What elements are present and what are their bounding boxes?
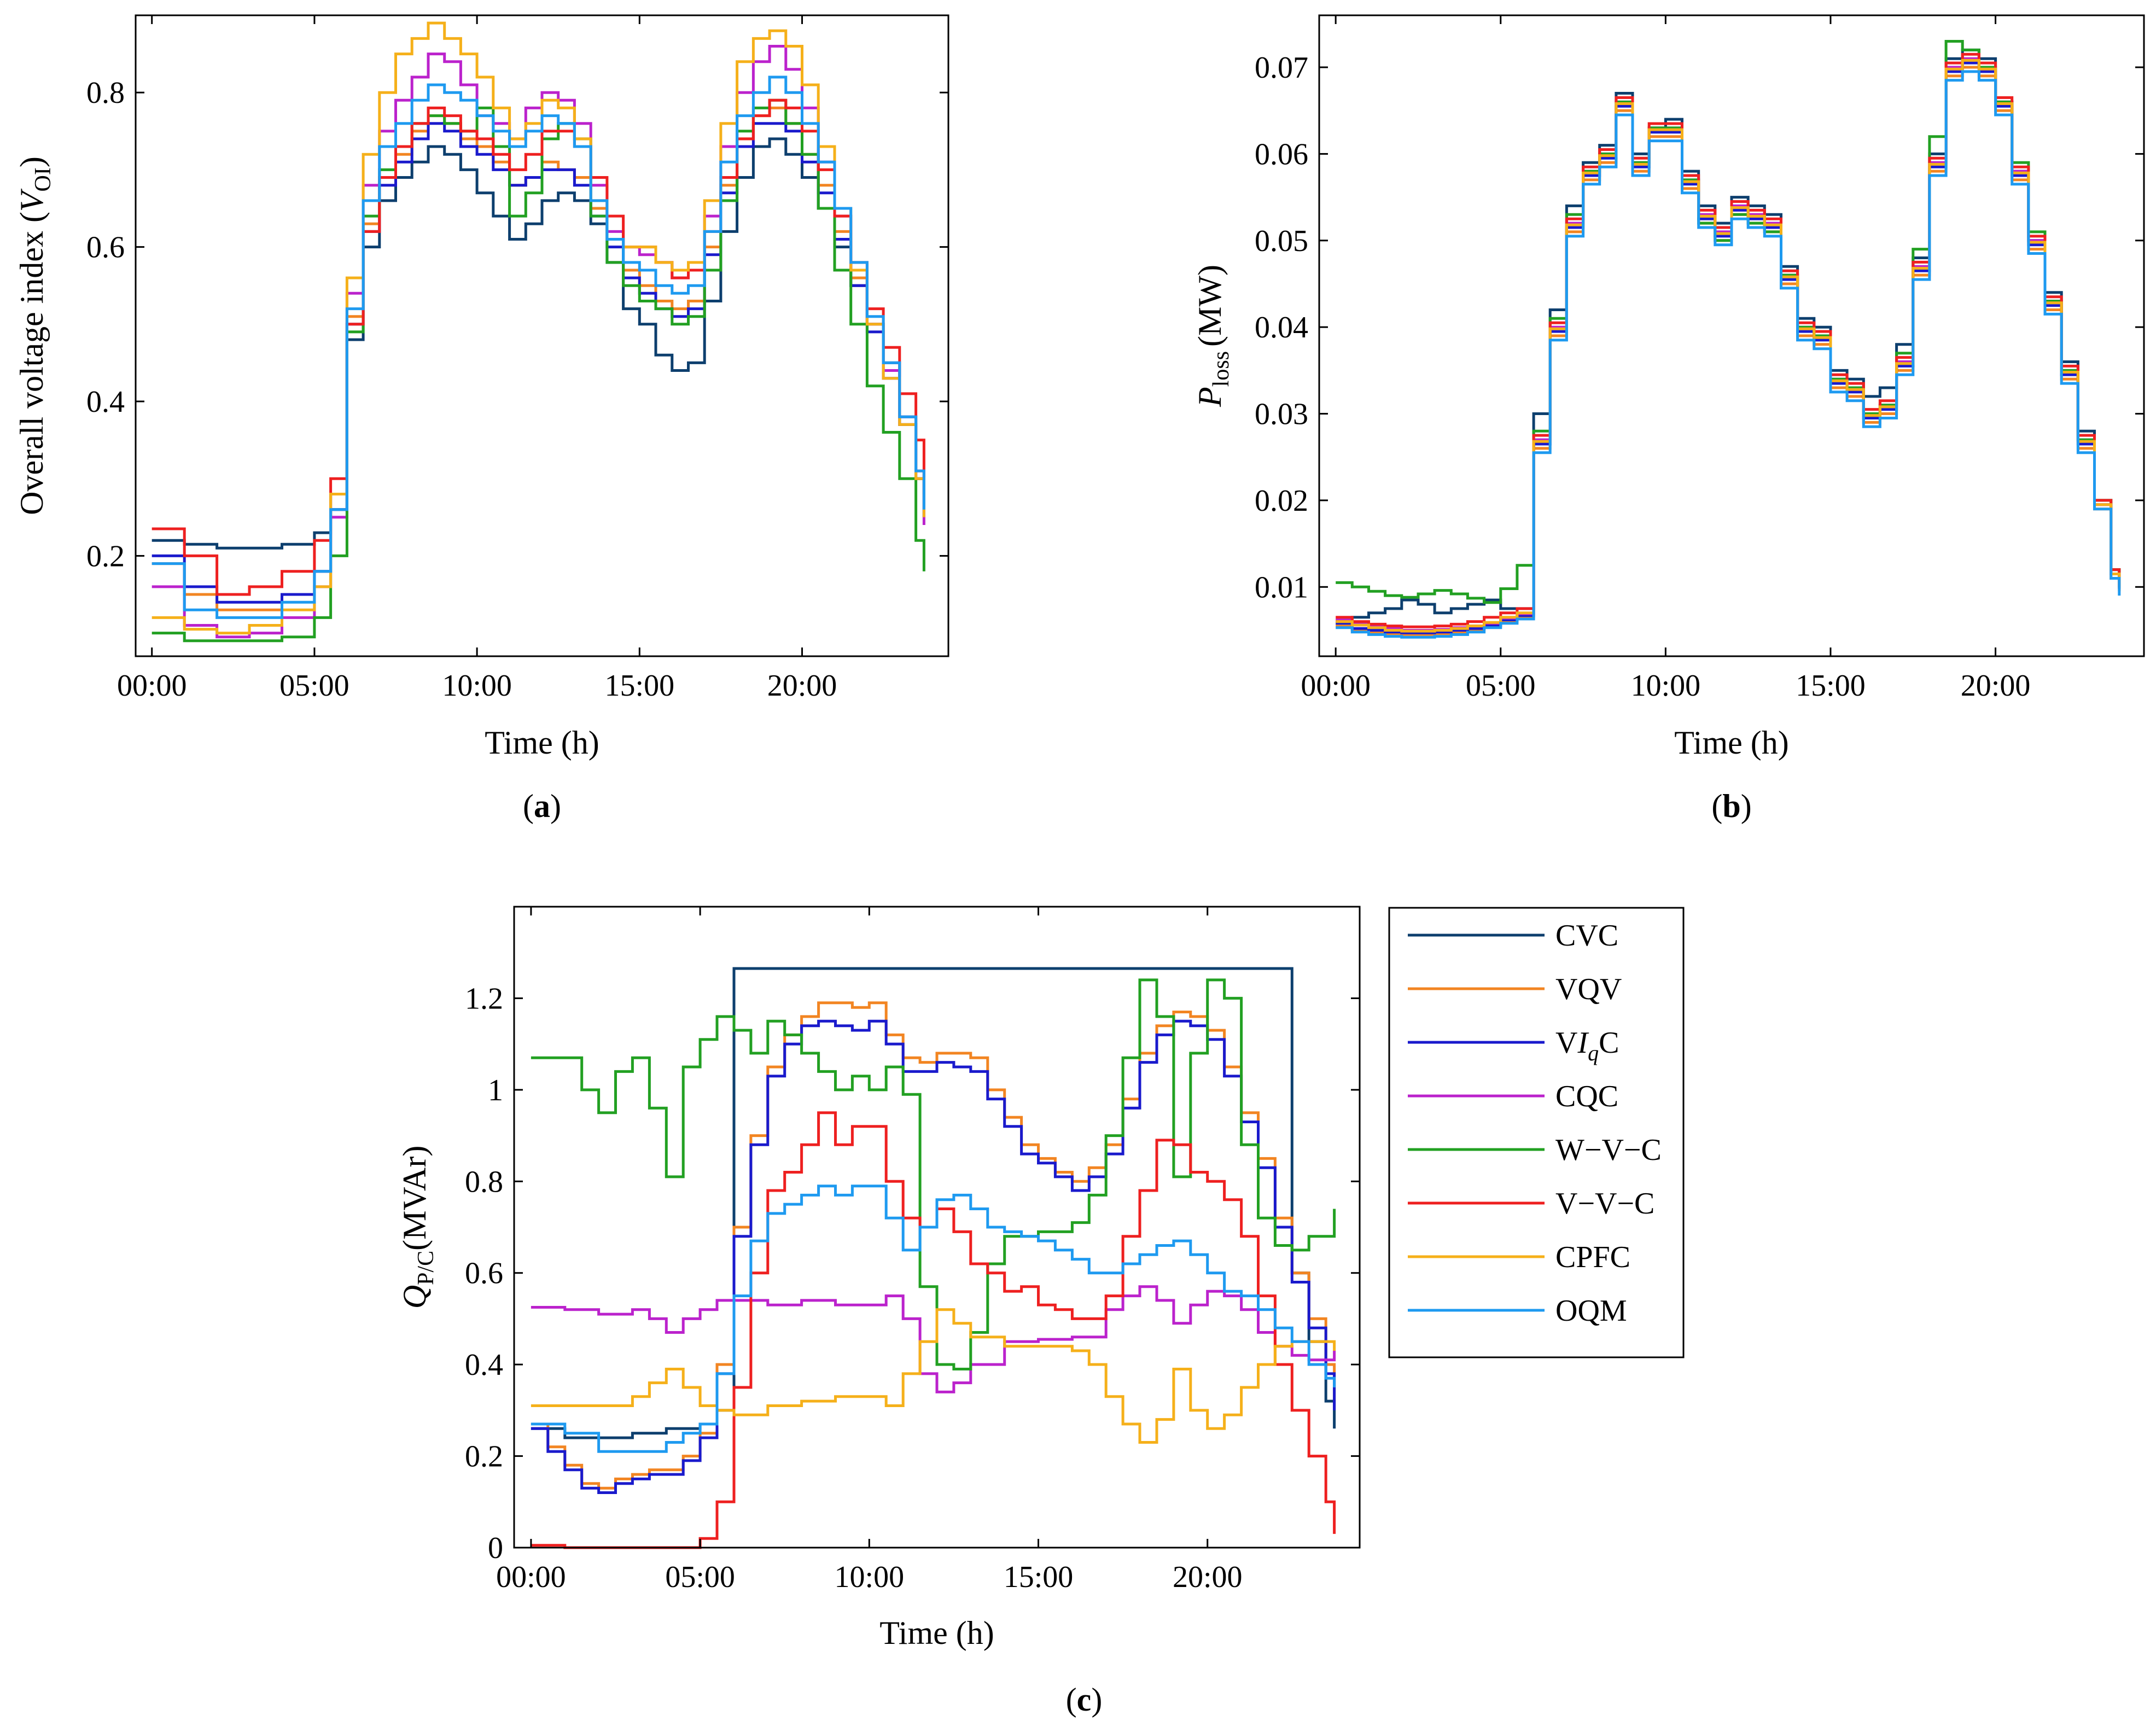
legend-label: V−V−C xyxy=(1555,1187,1654,1221)
legend-item-vvc: V−V−C xyxy=(1408,1187,1654,1221)
legend-label: CPFC xyxy=(1555,1240,1630,1274)
chart-c-xtick-label: 10:00 xyxy=(835,1560,905,1594)
chart-c-ytick-label: 0.8 xyxy=(465,1165,503,1199)
chart-a-plot xyxy=(151,21,925,643)
chart-c-ytick-label: 1.2 xyxy=(465,982,503,1016)
chart-c-ytick-label: 0.6 xyxy=(465,1257,503,1291)
chart-b-series-vvc xyxy=(1336,52,2121,628)
chart-c-plot xyxy=(531,967,1336,1549)
legend-label: OQM xyxy=(1555,1294,1627,1328)
legend-item-cpfc: CPFC xyxy=(1408,1240,1630,1274)
chart-b-ytick-label: 0.03 xyxy=(1255,398,1308,431)
chart-b-xtick-label: 05:00 xyxy=(1466,669,1536,703)
chart-c-series-cpfc xyxy=(531,1308,1336,1444)
chart-b-plot xyxy=(1336,40,2121,639)
legend-item-vqv: VQV xyxy=(1408,972,1622,1006)
chart-c-xtick-label: 15:00 xyxy=(1004,1560,1074,1594)
chart-c-xtick-label: 00:00 xyxy=(496,1560,566,1594)
chart-c-ytick-label: 1 xyxy=(488,1073,503,1107)
legend-label: VQV xyxy=(1555,972,1622,1006)
chart-c: 00:00 05:00 10:00 15:00 20:00 0 0.2 0.4 0.6 0.8 1 1… xyxy=(397,906,1361,1718)
chart-a-xtick-label: 20:00 xyxy=(767,669,837,703)
chart-c-series-vqv xyxy=(531,1001,1336,1490)
chart-a-ytick-label: 0.6 xyxy=(86,231,125,265)
chart-a: 00:00 05:00 10:00 15:00 20:00 0.2 0.4 0.6 0.8 Ti… xyxy=(14,14,949,824)
chart-a-ytick-label: 0.8 xyxy=(86,76,125,110)
chart-b-ytick-label: 0.01 xyxy=(1255,570,1308,604)
chart-b-xtick-label: 00:00 xyxy=(1301,669,1371,703)
chart-a-ytick-label: 0.4 xyxy=(86,385,125,419)
chart-a-ticks: 00:00 05:00 10:00 15:00 20:00 0.2 0.4 0.6 0.8 xyxy=(86,15,948,703)
legend-item-oqm: OQM xyxy=(1408,1294,1627,1328)
chart-b-ytick-label: 0.02 xyxy=(1255,484,1308,518)
chart-b-series-cpfc xyxy=(1336,59,2121,633)
chart-a-xtick-label: 15:00 xyxy=(605,669,675,703)
chart-a-xtick-label: 10:00 xyxy=(442,669,512,703)
chart-b-ytick-label: 0.06 xyxy=(1255,137,1308,171)
chart-a-panel-label: (a) xyxy=(523,788,561,824)
chart-c-ytick-label: 0 xyxy=(488,1531,503,1565)
chart-c-series-vvc xyxy=(531,1111,1336,1549)
chart-c-panel-label: (c) xyxy=(1066,1682,1103,1718)
chart-a-series-oqm xyxy=(151,75,925,619)
chart-c-series-oqm xyxy=(531,1185,1336,1453)
chart-b-ytick-label: 0.04 xyxy=(1255,311,1308,345)
chart-b-ticks: 00:00 05:00 10:00 15:00 20:00 0.01 0.02 0.03 0.0… xyxy=(1255,15,2144,703)
legend-box xyxy=(1388,907,1685,1358)
chart-c-series-wvc xyxy=(531,978,1336,1370)
chart-a-ytick-label: 0.2 xyxy=(86,539,125,573)
legend-label: VIqC xyxy=(1555,1026,1619,1065)
chart-b: 00:00 05:00 10:00 15:00 20:00 0.01 0.02 0.03 0.0… xyxy=(1192,14,2145,824)
chart-b-series-wvc xyxy=(1336,40,2121,604)
chart-b-ytick-label: 0.07 xyxy=(1255,51,1308,85)
chart-c-ytick-label: 0.2 xyxy=(465,1440,503,1474)
legend-item-wvc: W−V−C xyxy=(1408,1133,1662,1167)
chart-b-xtick-label: 10:00 xyxy=(1631,669,1701,703)
chart-c-xlabel: Time (h) xyxy=(879,1615,994,1651)
legend-label: W−V−C xyxy=(1555,1133,1662,1167)
chart-b-panel-label: (b) xyxy=(1711,788,1751,824)
legend-item-cqc: CQC xyxy=(1408,1080,1618,1113)
chart-a-xtick-label: 05:00 xyxy=(279,669,349,703)
chart-b-ytick-label: 0.05 xyxy=(1255,224,1308,258)
chart-c-xtick-label: 05:00 xyxy=(665,1560,735,1594)
chart-b-ylabel: Ploss(MW) xyxy=(1192,265,1234,407)
chart-c-series-viqc xyxy=(531,1019,1336,1494)
chart-b-series-oqm xyxy=(1336,70,2121,639)
chart-c-series-cqc xyxy=(531,1285,1336,1393)
legend-label: CVC xyxy=(1555,919,1618,953)
legend-item-viqc: VIqC xyxy=(1408,1026,1619,1065)
legend-items: CVC VQV VIqC CQC W−V−C V−V−C CPFC OQM xyxy=(1408,919,1662,1328)
chart-c-frame xyxy=(513,906,1361,1549)
chart-c-ylabel: QP/C(MVAr) xyxy=(397,1146,439,1309)
chart-b-xtick-label: 20:00 xyxy=(1961,669,2031,703)
legend-label: CQC xyxy=(1555,1080,1618,1113)
chart-b-xlabel: Time (h) xyxy=(1674,725,1788,761)
chart-a-frame xyxy=(135,14,949,657)
chart-b-frame xyxy=(1318,14,2145,657)
chart-c-ticks: 00:00 05:00 10:00 15:00 20:00 0 0.2 0.4 0.6 0.8 1 1… xyxy=(465,907,1360,1594)
chart-c-ytick-label: 0.4 xyxy=(465,1348,503,1382)
chart-a-ylabel: Overall voltage index (VOI) xyxy=(14,156,56,515)
chart-a-xlabel: Time (h) xyxy=(485,725,599,761)
chart-b-xtick-label: 15:00 xyxy=(1796,669,1866,703)
legend: CVC VQV VIqC CQC W−V−C V−V−C CPFC OQM xyxy=(1388,907,1685,1358)
chart-c-xtick-label: 20:00 xyxy=(1173,1560,1243,1594)
chart-a-xtick-label: 00:00 xyxy=(117,669,187,703)
legend-item-cvc: CVC xyxy=(1408,919,1618,953)
